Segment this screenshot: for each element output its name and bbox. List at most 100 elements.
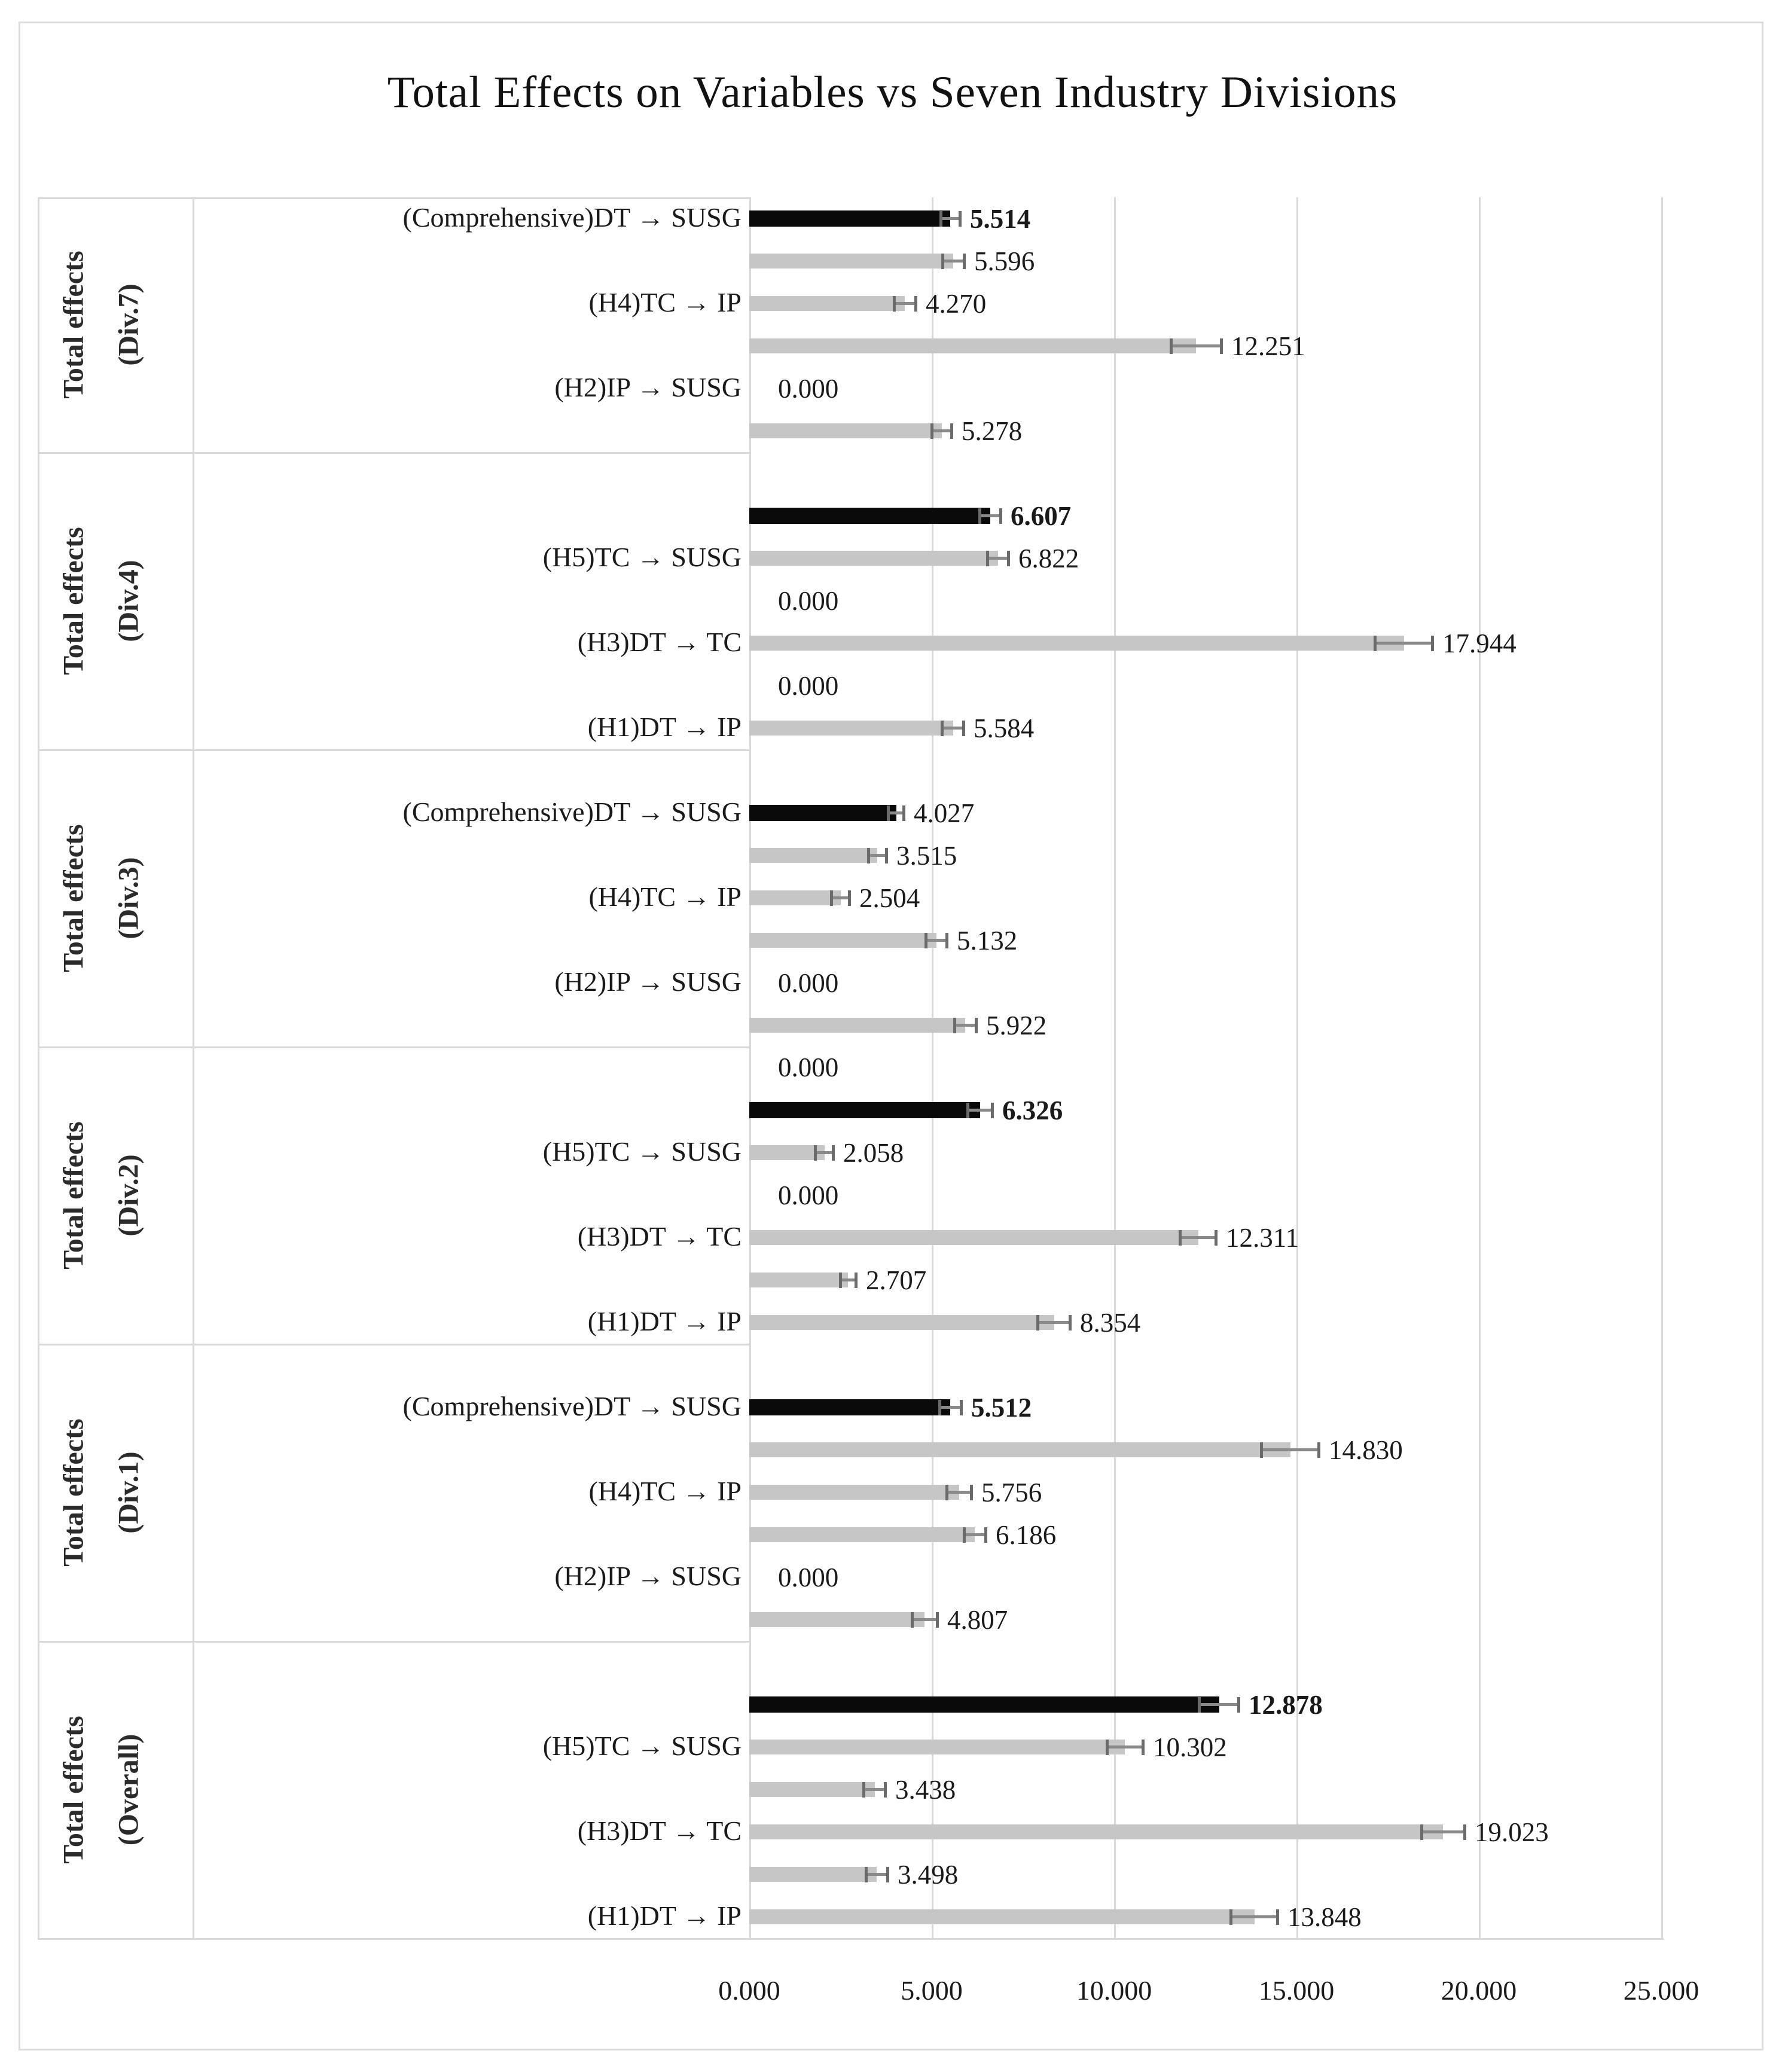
bar [749, 338, 1196, 353]
bar [749, 1867, 877, 1882]
value-label: 13.848 [1287, 1902, 1362, 1932]
value-label: 0.000 [778, 374, 839, 404]
bar [749, 1527, 975, 1542]
bar [749, 1740, 1125, 1754]
error-bar-cap-right [962, 721, 965, 736]
bar [749, 254, 953, 268]
error-bar-cap-left [1260, 1442, 1263, 1458]
error-bar-cap-right [884, 1782, 887, 1798]
category-label: (H1)DT → IP [587, 1900, 742, 1931]
panel-column-divider [193, 749, 194, 1046]
error-bar-line [840, 1278, 856, 1281]
error-bar-line [1375, 642, 1433, 645]
error-bar-cap-right [950, 423, 953, 439]
value-label: 12.311 [1226, 1223, 1299, 1253]
error-bar-cap-left [1106, 1740, 1109, 1755]
bar [749, 1273, 848, 1287]
error-bar-cap-left [930, 423, 933, 439]
group-label-line1: Total effects [57, 527, 90, 675]
error-bar-cap-left [978, 508, 981, 524]
bar [749, 296, 905, 311]
error-bar-cap-left [1420, 1824, 1423, 1840]
error-bar-cap-right [1276, 1909, 1279, 1925]
error-bar-line [894, 302, 916, 305]
panel-column-divider [193, 452, 194, 749]
panel-column-divider [193, 1344, 194, 1641]
group-label-line2: (Div.4) [112, 560, 145, 642]
value-label: 0.000 [778, 1563, 839, 1592]
error-bar-cap-right [1142, 1740, 1145, 1755]
error-bar-cap-left [963, 1527, 966, 1543]
panel-box [38, 1641, 749, 1938]
error-bar-cap-left [941, 721, 944, 736]
panel-column-divider [193, 1046, 194, 1344]
panel-box [38, 749, 749, 1046]
error-bar-cap-right [960, 1400, 963, 1415]
error-bar-cap-left [945, 1485, 948, 1500]
error-bar-cap-left [941, 254, 944, 269]
error-bar-line [926, 939, 948, 942]
error-bar-line [866, 1873, 888, 1876]
value-label: 0.000 [778, 968, 839, 998]
value-label: 5.514 [970, 204, 1031, 234]
value-label: 5.278 [962, 416, 1023, 446]
error-bar-cap-left [839, 1273, 842, 1288]
value-label: 0.000 [778, 1180, 839, 1210]
error-bar-cap-right [885, 848, 888, 863]
error-bar-cap-left [1170, 338, 1173, 354]
axis-tick-label: 15.000 [1258, 1975, 1335, 2006]
error-bar-cap-left [830, 890, 833, 906]
error-bar-cap-right [1237, 1697, 1240, 1713]
value-label: 12.251 [1231, 331, 1305, 361]
bar [749, 1782, 875, 1797]
value-label: 5.756 [981, 1478, 1042, 1508]
bar-highlight [749, 1696, 1219, 1713]
error-bar-line [1180, 1236, 1216, 1239]
value-label: 0.000 [778, 1052, 839, 1082]
error-bar-line [964, 1533, 986, 1536]
error-bar-cap-right [1431, 636, 1434, 651]
value-label: 4.027 [914, 798, 975, 828]
chart-title: Total Effects on Variables vs Seven Indu… [387, 68, 1398, 117]
bar-highlight [749, 508, 990, 524]
bar-highlight [749, 210, 950, 227]
error-bar-cap-right [936, 1612, 939, 1628]
error-bar-line [1171, 344, 1222, 347]
error-bar-line [912, 1618, 938, 1621]
category-label: (H5)TC → SUSG [542, 1136, 742, 1167]
category-label: (H3)DT → TC [577, 1221, 742, 1252]
value-label: 6.186 [996, 1520, 1057, 1550]
value-label: 2.058 [843, 1138, 904, 1168]
error-bar-cap-left [893, 296, 896, 312]
panel-column-divider [193, 1641, 194, 1938]
error-bar-cap-right [832, 1145, 835, 1161]
gridline [1661, 197, 1663, 1938]
error-bar-line [815, 1151, 834, 1154]
group-label-line2: (Div.7) [112, 283, 145, 366]
bar [749, 1824, 1443, 1839]
bar [749, 551, 998, 566]
category-label: (H1)DT → IP [587, 1306, 742, 1336]
gridline [1479, 197, 1481, 1938]
error-bar-cap-right [945, 933, 948, 948]
value-label: 4.807 [947, 1605, 1008, 1635]
category-label: (H2)IP → SUSG [554, 372, 742, 402]
group-label-line2: (Div.2) [112, 1154, 145, 1237]
axis-tick-label: 25.000 [1623, 1975, 1699, 2006]
category-label: (H3)DT → TC [577, 1815, 742, 1846]
value-label: 14.830 [1329, 1435, 1403, 1465]
error-bar-cap-right [902, 805, 905, 821]
error-bar-cap-right [975, 1018, 978, 1033]
error-bar-cap-left [966, 1103, 969, 1118]
axis-tick-label: 0.000 [718, 1975, 780, 2006]
error-bar-line [1261, 1448, 1320, 1451]
gridline [749, 197, 751, 1938]
error-bar-line [954, 1024, 977, 1027]
category-label: (Comprehensive)DT → SUSG [402, 202, 742, 233]
error-bar-cap-left [924, 933, 927, 948]
category-label: (H2)IP → SUSG [554, 966, 742, 997]
error-bar-line [932, 429, 952, 432]
value-label: 2.504 [859, 883, 920, 913]
axis-tick-label: 5.000 [901, 1975, 963, 2006]
